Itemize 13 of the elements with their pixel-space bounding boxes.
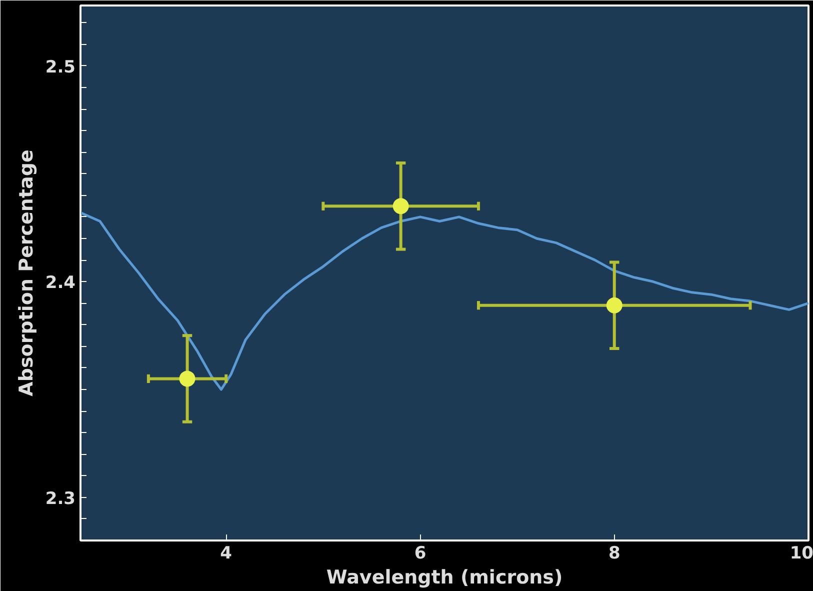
x-tick-label: 10 bbox=[790, 544, 813, 564]
point bbox=[392, 198, 409, 214]
y-tick-label: 2.5 bbox=[45, 57, 76, 78]
point bbox=[179, 370, 196, 387]
x-tick-label: 6 bbox=[414, 544, 426, 564]
y-tick-label: 2.3 bbox=[45, 488, 76, 509]
x-axis-title: Wavelength (microns) bbox=[326, 566, 563, 588]
x-tick-label: 4 bbox=[220, 544, 232, 564]
line-series bbox=[80, 211, 808, 391]
y-tick-label: 2.4 bbox=[45, 273, 76, 294]
x-tick-label: 8 bbox=[608, 544, 620, 564]
point bbox=[606, 297, 622, 314]
y-axis-title: Absorption Percentage bbox=[15, 150, 38, 396]
